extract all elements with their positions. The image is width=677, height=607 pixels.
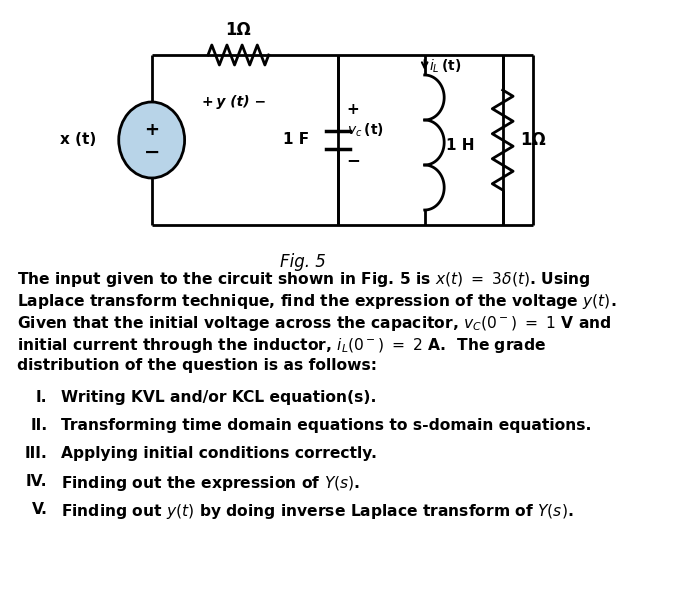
Text: 1 H: 1 H	[446, 138, 475, 152]
Text: Transforming time domain equations to s-domain equations.: Transforming time domain equations to s-…	[61, 418, 591, 433]
Text: +: +	[144, 121, 159, 139]
Text: x (t): x (t)	[60, 132, 96, 148]
Text: −: −	[347, 151, 361, 169]
Text: initial current through the inductor, $i_L(0^-)\ =\ 2$ A.  The grade: initial current through the inductor, $i…	[18, 336, 546, 355]
Text: IV.: IV.	[26, 474, 47, 489]
Text: $i_L$ (t): $i_L$ (t)	[429, 58, 462, 75]
Text: +: +	[347, 103, 359, 118]
Circle shape	[118, 102, 185, 178]
Text: V.: V.	[32, 502, 47, 517]
Text: III.: III.	[25, 446, 47, 461]
Text: 1 F: 1 F	[283, 132, 309, 148]
Text: + y (t) −: + y (t) −	[202, 95, 266, 109]
Text: −: −	[144, 143, 160, 161]
Text: Given that the initial voltage across the capacitor, $v_C(0^-)\ =\ 1$ V and: Given that the initial voltage across th…	[18, 314, 612, 333]
Text: $v_c$ (t): $v_c$ (t)	[347, 121, 383, 139]
Text: The input given to the circuit shown in Fig. 5 is $x(t)\ =\ 3\delta(t)$. Using: The input given to the circuit shown in …	[18, 270, 591, 289]
Text: II.: II.	[30, 418, 47, 433]
Text: Laplace transform technique, find the expression of the voltage $y(t)$.: Laplace transform technique, find the ex…	[18, 292, 617, 311]
Text: Applying initial conditions correctly.: Applying initial conditions correctly.	[61, 446, 376, 461]
Text: distribution of the question is as follows:: distribution of the question is as follo…	[18, 358, 377, 373]
Text: 1Ω: 1Ω	[225, 21, 251, 39]
Text: Writing KVL and/or KCL equation(s).: Writing KVL and/or KCL equation(s).	[61, 390, 376, 405]
Text: 1Ω: 1Ω	[520, 131, 546, 149]
Text: Finding out the expression of $Y(s)$.: Finding out the expression of $Y(s)$.	[61, 474, 359, 493]
Text: Finding out $y(t)$ by doing inverse Laplace transform of $Y(s)$.: Finding out $y(t)$ by doing inverse Lapl…	[61, 502, 573, 521]
Text: Fig. 5: Fig. 5	[280, 253, 326, 271]
Text: I.: I.	[36, 390, 47, 405]
